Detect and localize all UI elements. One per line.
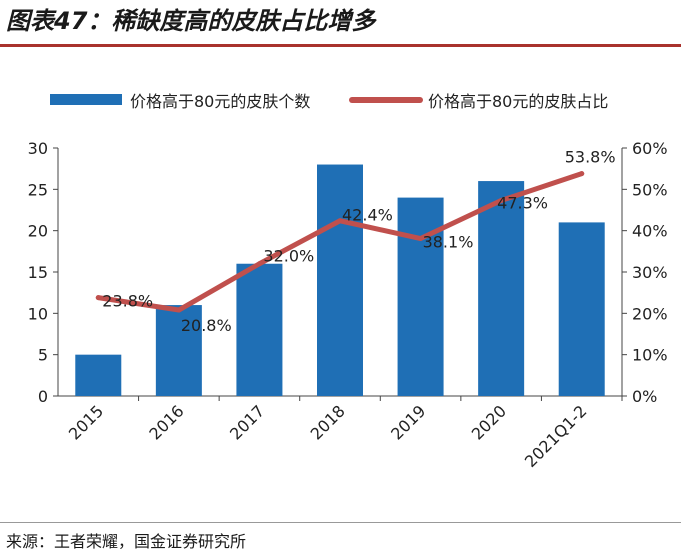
y-left-tick-label: 25 [28,180,48,199]
x-tick-label: 2018 [307,401,349,443]
line-data-label: 20.8% [181,316,232,335]
y-right-tick-label: 50% [632,180,668,199]
legend: 价格高于80元的皮肤个数 价格高于80元的皮肤占比 [50,92,608,111]
x-tick-label: 2021Q1-2 [521,401,591,471]
combo-chart: 价格高于80元的皮肤个数 价格高于80元的皮肤占比 0 5 10 15 20 25 30 0%… [28,92,668,471]
y-right-tick-label: 40% [632,222,668,241]
y-left-tick-label: 0 [38,387,48,406]
line-point [498,197,504,203]
line-point [176,307,182,313]
y-left-tick-label: 5 [38,346,48,365]
y-right-tick-label: 30% [632,263,668,282]
line-point [337,218,343,224]
line-point [256,261,262,267]
line-data-label: 53.8% [565,148,616,167]
bar [478,181,525,396]
line-data-label: 23.8% [102,292,153,311]
y-right-tick-label: 60% [632,139,668,158]
x-tick-label: 2016 [145,401,187,443]
y-left-tick-label: 30 [28,139,48,158]
legend-swatch-bar [50,94,122,105]
line-point [418,236,424,242]
data-labels: 23.8% 20.8% 32.0% 42.4% 38.1% 47.3% 53.8% [102,148,615,335]
line-data-label: 32.0% [263,247,314,266]
source-note: 来源：王者荣耀，国金证券研究所 [6,532,247,551]
line-data-label: 38.1% [423,233,474,252]
y-left-tick-label: 10 [28,304,48,323]
legend-label-bar: 价格高于80元的皮肤个数 [130,92,310,111]
y-left-tick-label: 20 [28,222,48,241]
bar [75,354,122,396]
bar [558,222,605,396]
chart-title: 图表47：稀缺度高的皮肤占比增多 [6,7,376,35]
x-tick-label: 2020 [468,401,510,443]
legend-label-line: 价格高于80元的皮肤占比 [428,92,608,111]
title-divider [0,44,681,47]
line-series [95,171,585,313]
source-divider [0,522,681,523]
y-right-tick-label: 10% [632,346,668,365]
x-tick-label: 2015 [65,401,107,443]
bar [236,263,283,396]
bar [317,164,363,396]
y-right-tick-label: 20% [632,304,668,323]
line-point [579,171,585,177]
bar [397,197,444,396]
line-data-label: 42.4% [342,206,393,225]
bar [155,305,202,396]
line-data-label: 47.3% [497,193,548,212]
x-tick-label: 2019 [387,401,429,443]
y-left-tick-label: 15 [28,263,48,282]
line-point [95,295,101,301]
x-tick-label: 2017 [226,401,268,443]
y-right-tick-label: 0% [632,387,657,406]
